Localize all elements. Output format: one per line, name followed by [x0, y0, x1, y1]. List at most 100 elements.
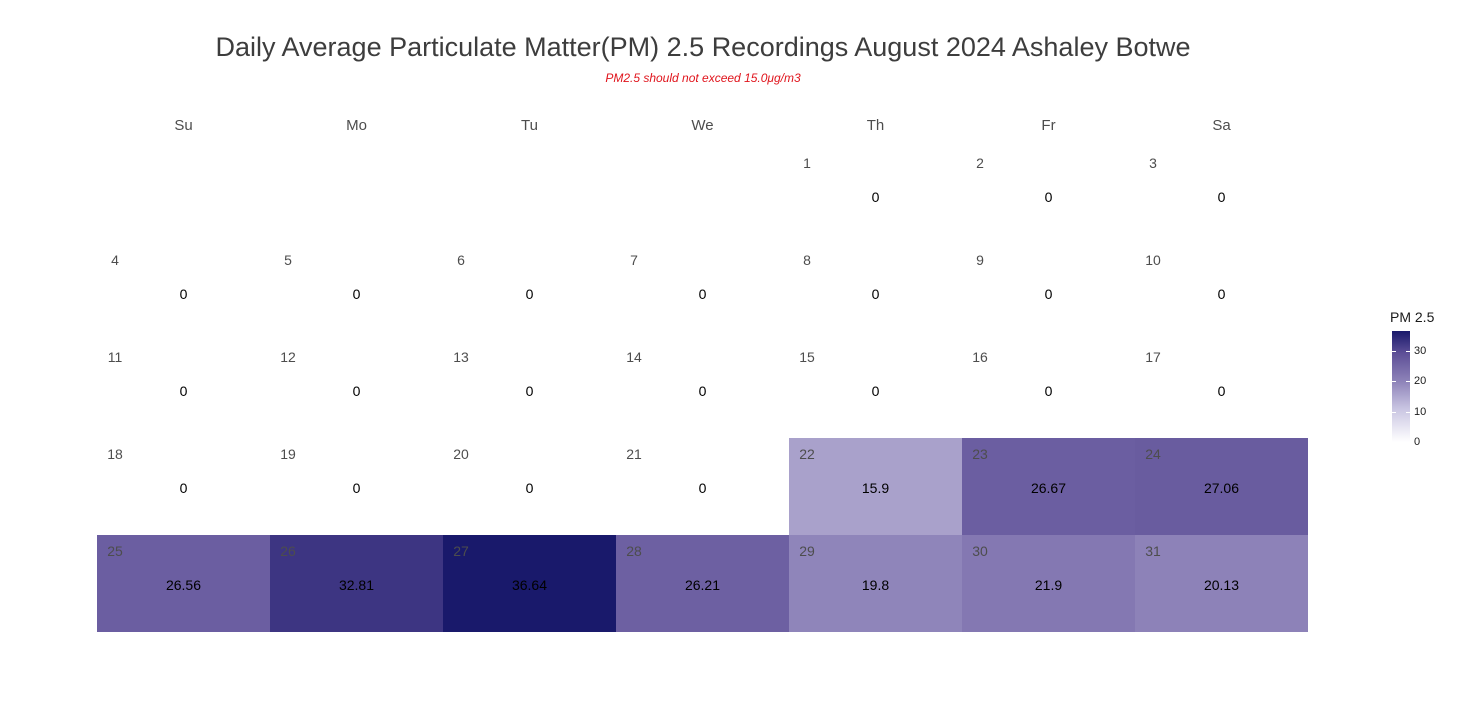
- day-cell: 70: [616, 244, 789, 341]
- day-number-label: 30: [972, 543, 988, 559]
- day-cell: 20 0: [443, 438, 616, 535]
- day-tile: [443, 244, 616, 341]
- legend-tick-mark: [1406, 442, 1410, 443]
- day-tile: [962, 147, 1135, 244]
- day-value-label: 0: [1218, 286, 1226, 302]
- day-tile: [97, 438, 270, 535]
- day-number-label: 12: [280, 349, 296, 365]
- day-value-label: 0: [180, 480, 188, 496]
- day-value-label: 0: [1045, 383, 1053, 399]
- day-value-label: 36.64: [512, 577, 547, 593]
- day-cell: 30 21.9: [962, 535, 1135, 632]
- day-value-label: 0: [1045, 189, 1053, 205]
- day-value-label: 26.56: [166, 577, 201, 593]
- day-number-label: 25: [107, 543, 123, 559]
- day-number-label: 3: [1149, 155, 1157, 171]
- day-cell: 31 20.13: [1135, 535, 1308, 632]
- day-number-label: 26: [280, 543, 296, 559]
- day-value-label: 0: [353, 383, 361, 399]
- day-tile: [962, 341, 1135, 438]
- day-value-label: 0: [872, 383, 880, 399]
- day-cell: 10: [789, 147, 962, 244]
- day-value-label: 19.8: [862, 577, 889, 593]
- day-number-label: 21: [626, 446, 642, 462]
- day-number-label: 14: [626, 349, 642, 365]
- day-cell: 29 19.8: [789, 535, 962, 632]
- day-cell: 80: [789, 244, 962, 341]
- weekday-header-mo: Mo: [346, 117, 367, 134]
- legend-tick-mark: [1406, 351, 1410, 353]
- day-cell: 22 15.9: [789, 438, 962, 535]
- day-number-label: 18: [107, 446, 123, 462]
- day-cell: 21 0: [616, 438, 789, 535]
- day-cell: 12 0: [270, 341, 443, 438]
- day-tile: [1135, 147, 1308, 244]
- day-tile: [616, 438, 789, 535]
- day-number-label: 27: [453, 543, 469, 559]
- day-tile: [616, 535, 789, 632]
- day-cell: 15 0: [789, 341, 962, 438]
- day-number-label: 11: [108, 349, 123, 365]
- day-tile: [616, 244, 789, 341]
- day-value-label: 0: [1045, 286, 1053, 302]
- day-value-label: 0: [699, 480, 707, 496]
- day-value-label: 0: [353, 286, 361, 302]
- day-value-label: 0: [526, 480, 534, 496]
- day-value-label: 0: [353, 480, 361, 496]
- day-value-label: 20.13: [1204, 577, 1239, 593]
- day-number-label: 16: [972, 349, 988, 365]
- day-number-label: 8: [803, 252, 811, 268]
- day-cell: 10 0: [1135, 244, 1308, 341]
- day-tile: [789, 535, 962, 632]
- day-cell: 17 0: [1135, 341, 1308, 438]
- day-number-label: 5: [284, 252, 292, 268]
- day-number-label: 1: [803, 155, 811, 171]
- day-number-label: 7: [630, 252, 638, 268]
- day-tile: [443, 438, 616, 535]
- weekday-header-tu: Tu: [521, 117, 538, 134]
- legend-tick-mark: [1406, 381, 1410, 383]
- day-value-label: 0: [180, 286, 188, 302]
- day-cell: 19 0: [270, 438, 443, 535]
- day-number-label: 22: [799, 446, 815, 462]
- day-cell: 23 26.67: [962, 438, 1135, 535]
- day-cell: 50: [270, 244, 443, 341]
- day-cell: 90: [962, 244, 1135, 341]
- weekday-header-we: We: [691, 117, 713, 134]
- day-tile: [962, 535, 1135, 632]
- day-number-label: 23: [972, 446, 988, 462]
- day-value-label: 26.67: [1031, 480, 1066, 496]
- day-number-label: 17: [1145, 349, 1161, 365]
- day-cell: 18 0: [97, 438, 270, 535]
- day-value-label: 0: [699, 383, 707, 399]
- weekday-header-su: Su: [174, 117, 192, 134]
- day-value-label: 0: [1218, 383, 1226, 399]
- weekday-header-th: Th: [867, 117, 885, 134]
- day-cell: 27 36.64: [443, 535, 616, 632]
- day-cell: 28 26.21: [616, 535, 789, 632]
- day-value-label: 0: [526, 383, 534, 399]
- day-cell: 25 26.56: [97, 535, 270, 632]
- day-value-label: 0: [180, 383, 188, 399]
- legend-tick-mark: [1392, 442, 1396, 443]
- legend-tick-label: 0: [1414, 436, 1421, 448]
- day-cell: 40: [97, 244, 270, 341]
- day-number-label: 19: [280, 446, 296, 462]
- day-cell: 11 0: [97, 341, 270, 438]
- day-tile: [443, 341, 616, 438]
- day-tile: [789, 147, 962, 244]
- legend-tick-label: 30: [1414, 345, 1427, 358]
- legend-title: PM 2.5: [1390, 309, 1435, 325]
- day-cell: 30: [1135, 147, 1308, 244]
- legend-tick-label: 20: [1414, 375, 1427, 388]
- day-tile: [270, 535, 443, 632]
- day-number-label: 15: [799, 349, 815, 365]
- day-cell: 16 0: [962, 341, 1135, 438]
- day-number-label: 9: [976, 252, 984, 268]
- day-tile: [270, 438, 443, 535]
- legend-tick-mark: [1392, 381, 1396, 383]
- day-tile: [97, 244, 270, 341]
- day-number-label: 4: [111, 252, 119, 268]
- day-cell: 20: [962, 147, 1135, 244]
- weekday-header-sa: Sa: [1212, 117, 1231, 134]
